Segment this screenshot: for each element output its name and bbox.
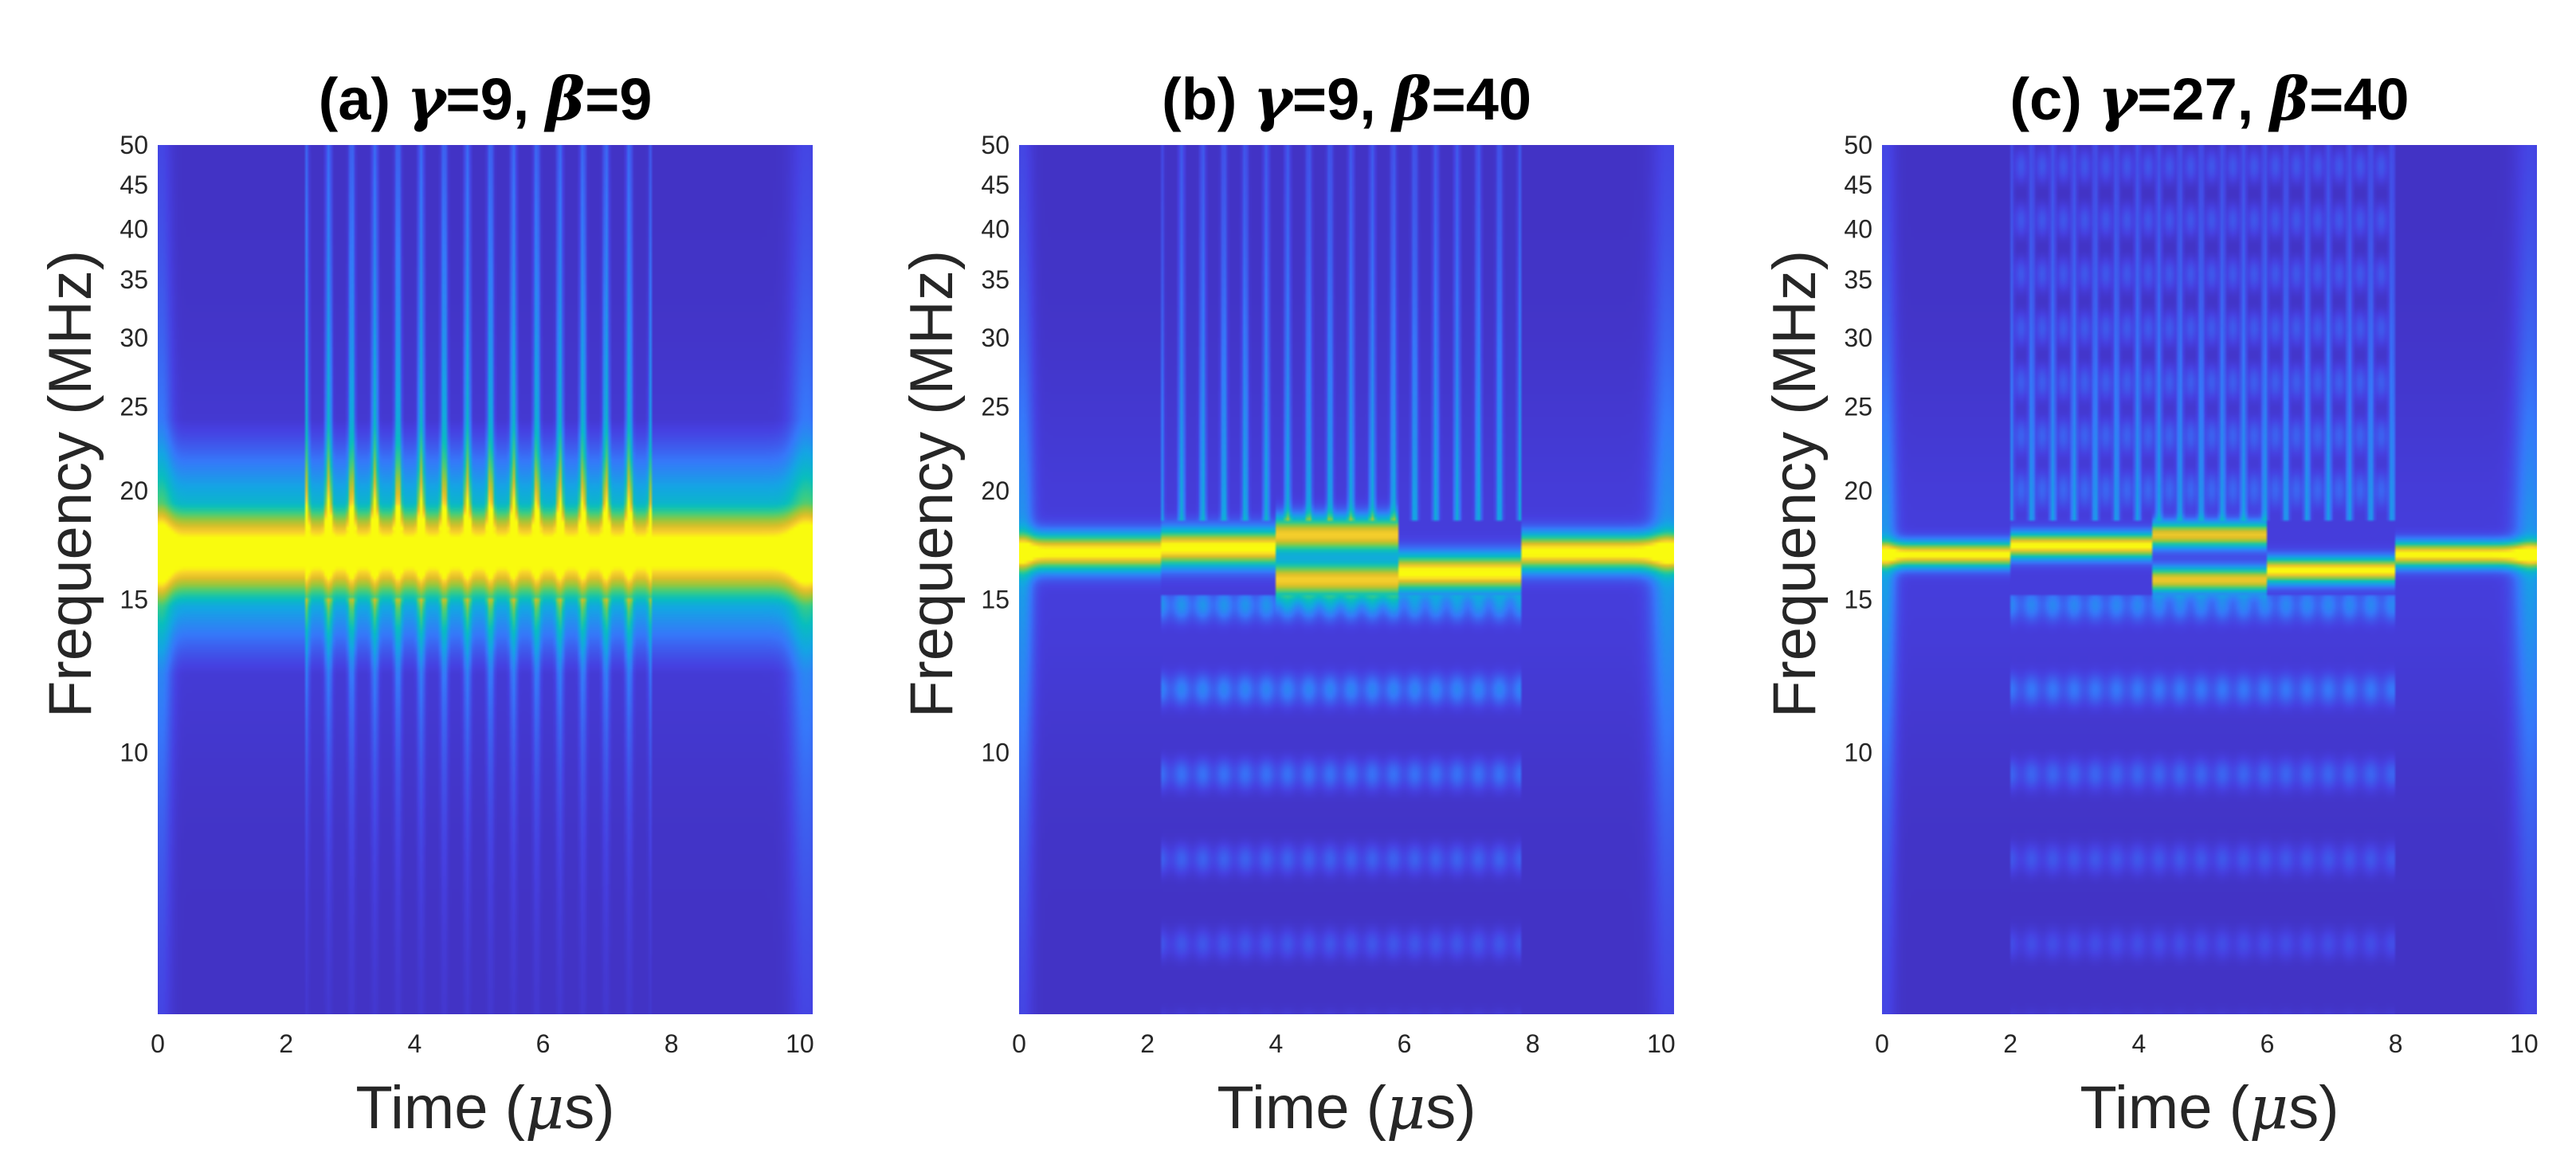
x-axis-label-part: Time ( [2080, 1074, 2249, 1142]
panel-title: (a) γ=9, β=9 [319, 65, 653, 134]
panel-title: (b) γ=9, β=40 [1162, 65, 1531, 134]
x-tick-label: 4 [1268, 1029, 1283, 1058]
y-tick-label: 50 [120, 131, 148, 159]
x-axis-label: Time (μs) [1217, 1072, 1476, 1143]
x-tick-label: 8 [1526, 1029, 1540, 1058]
x-tick-label: 2 [1140, 1029, 1155, 1058]
y-tick-label: 50 [1844, 131, 1872, 159]
y-tick-label: 20 [120, 476, 148, 505]
y-tick-label: 30 [1844, 323, 1872, 352]
x-tick-label: 8 [665, 1029, 679, 1058]
y-tick-label: 40 [981, 215, 1010, 244]
x-tick-label: 10 [2510, 1029, 2539, 1058]
title-part: =40 [2309, 66, 2409, 132]
x-axis-label-part: Time ( [355, 1074, 525, 1142]
x-tick-label: 0 [1012, 1029, 1026, 1058]
x-axis-label-part: μ [2249, 1072, 2288, 1143]
y-tick-label: 35 [120, 265, 148, 294]
title-part: (c) [2009, 66, 2098, 132]
x-tick-label: 8 [2389, 1029, 2403, 1058]
panel-a: (a) γ=9, β=9 10 15 20 25 30 35 40 45 50 0 2 4 6 8 10 Fre… [37, 65, 814, 1143]
y-tick-label: 40 [1844, 215, 1872, 244]
y-tick-label: 15 [1844, 585, 1872, 613]
y-tick-label: 30 [981, 323, 1010, 352]
title-part: γ [2098, 65, 2139, 134]
y-tick-label: 45 [120, 170, 148, 199]
panel-b: (b) γ=9, β=40 10 15 20 25 30 35 40 45 50 0 2 4 6 8 10 Fr… [898, 65, 1676, 1143]
x-tick-label: 4 [407, 1029, 421, 1058]
y-tick-label: 10 [120, 739, 148, 767]
x-axis-label: Time (μs) [355, 1072, 614, 1143]
y-tick-label: 15 [120, 585, 148, 613]
heatmap-image [158, 145, 813, 1014]
y-tick-label: 25 [981, 392, 1010, 421]
x-tick-label: 6 [1398, 1029, 1412, 1058]
x-tick-label: 4 [2131, 1029, 2146, 1058]
x-axis-label-part: s) [1425, 1074, 1476, 1142]
y-tick-label: 10 [1844, 739, 1872, 767]
y-axis-label: Frequency (MHz) [898, 250, 966, 718]
x-tick-label: 0 [151, 1029, 165, 1058]
title-part: =27, [2137, 66, 2270, 132]
heatmap-image [1882, 145, 2537, 1014]
y-tick-label: 35 [1844, 265, 1872, 294]
x-axis-label-part: Time ( [1217, 1074, 1386, 1142]
panel-c: (c) γ=27, β=40 10 15 20 25 30 35 40 45 50 0 2 4 6 8 10 F… [1761, 65, 2539, 1143]
x-tick-label: 0 [1875, 1029, 1889, 1058]
y-tick-label: 25 [1844, 392, 1872, 421]
y-tick-label: 50 [981, 131, 1010, 159]
title-part: (a) [319, 66, 407, 132]
title-part: β [2268, 65, 2309, 134]
x-axis-label-part: s) [2288, 1074, 2339, 1142]
x-axis-label: Time (μs) [2080, 1072, 2339, 1143]
y-tick-label: 45 [1844, 170, 1872, 199]
title-part: β [1390, 65, 1431, 134]
y-tick-label: 25 [120, 392, 148, 421]
x-tick-label: 2 [2003, 1029, 2017, 1058]
panel-title: (c) γ=27, β=40 [2009, 65, 2409, 134]
x-tick-label: 2 [279, 1029, 293, 1058]
y-axis-label: Frequency (MHz) [37, 250, 104, 718]
y-tick-label: 20 [981, 476, 1010, 505]
x-axis-label-part: μ [1386, 1072, 1425, 1143]
y-tick-label: 35 [981, 265, 1010, 294]
y-tick-label: 30 [120, 323, 148, 352]
y-tick-label: 45 [981, 170, 1010, 199]
x-tick-label: 6 [536, 1029, 551, 1058]
title-part: γ [407, 65, 449, 134]
y-tick-label: 40 [120, 215, 148, 244]
title-part: γ [1253, 65, 1295, 134]
title-part: =9, [1292, 66, 1393, 132]
title-part: (b) [1162, 66, 1253, 132]
x-tick-label: 6 [2260, 1029, 2275, 1058]
title-part: β [543, 65, 585, 134]
x-axis-label-part: s) [564, 1074, 614, 1142]
heatmap-image [1019, 145, 1674, 1014]
y-tick-label: 20 [1844, 476, 1872, 505]
x-tick-label: 10 [1647, 1029, 1676, 1058]
y-tick-label: 10 [981, 739, 1010, 767]
y-axis-label: Frequency (MHz) [1761, 250, 1829, 718]
y-tick-label: 15 [981, 585, 1010, 613]
x-axis-label-part: μ [525, 1072, 564, 1143]
title-part: =9 [585, 66, 652, 132]
x-tick-label: 10 [786, 1029, 814, 1058]
title-part: =9, [445, 66, 546, 132]
title-part: =40 [1432, 66, 1532, 132]
